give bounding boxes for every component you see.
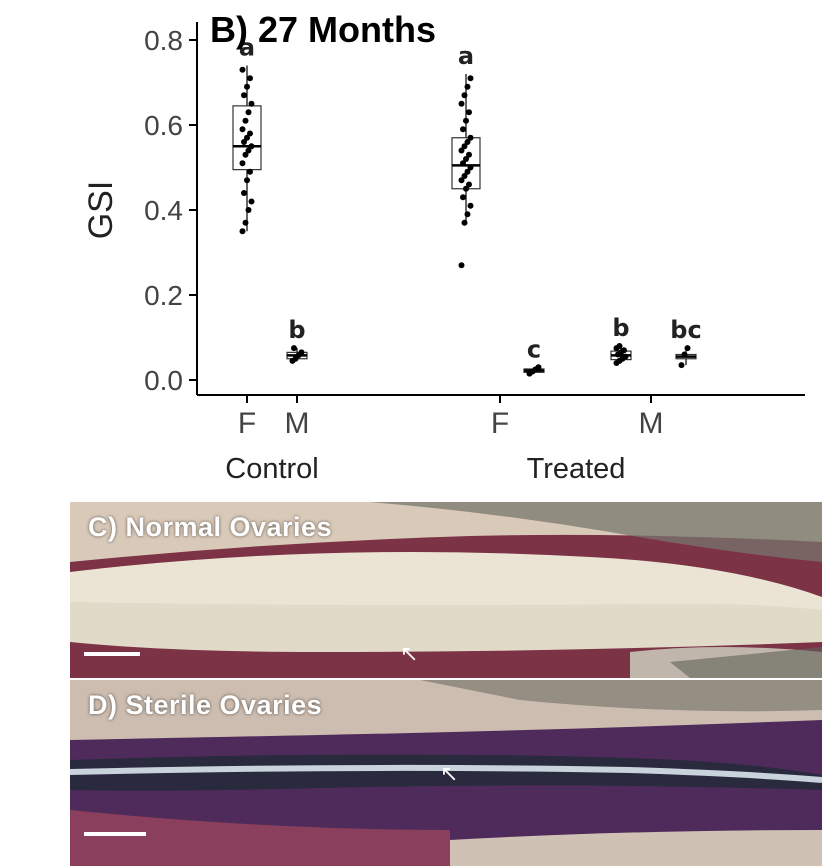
scale-bar [84,832,146,836]
data-point [242,219,249,226]
data-point [245,109,252,116]
data-point [467,164,474,171]
data-point [622,353,629,360]
photo-label: C) Normal Ovaries [88,512,333,542]
data-point [464,211,471,218]
photo-sterile-ovaries: D) Sterile Ovaries ↖ [70,680,822,866]
y-axis-label: GSI [82,181,120,240]
significance-letter: b [612,314,629,342]
data-point [464,139,471,145]
y-tick-label: 0.2 [144,280,183,311]
data-point [466,181,472,188]
data-point [244,134,250,141]
data-point [678,362,685,369]
data-point [245,147,252,154]
data-point [467,75,474,82]
x-tick-label: F [491,407,509,440]
data-point [460,126,466,133]
data-point [458,100,465,107]
arrow-icon: ↖ [400,642,419,667]
data-point [247,75,253,82]
data-point [461,173,468,179]
x-tick-label: M [285,407,310,440]
photo-label: D) Sterile Ovaries [88,690,323,720]
data-point [464,83,471,90]
y-tick-label: 0.0 [144,365,183,396]
data-point [241,139,247,145]
data-point [241,190,247,196]
data-point [466,151,472,158]
data-point [461,92,468,99]
group-label: Control [225,453,319,485]
data-point [242,117,249,124]
data-point [239,66,246,73]
scale-bar [84,652,140,656]
data-point [248,198,255,205]
data-point [621,347,627,354]
data-point [239,228,246,235]
plot-marks: a b a c b bc [232,34,702,377]
data-point [247,168,253,175]
data-point [464,168,471,175]
data-point [239,126,246,133]
data-point [466,109,472,116]
data-point [463,156,469,162]
data-point [461,219,468,226]
data-point [244,177,250,184]
photo-normal-ovaries: C) Normal Ovaries ↖ [70,502,822,678]
data-point [244,83,250,90]
significance-letter: a [239,34,255,62]
data-point [461,143,468,150]
data-point [239,160,246,167]
data-point [467,202,474,209]
group-label: Treated [527,453,626,485]
data-point [291,345,297,352]
data-point [458,147,465,154]
x-tick-label: M [639,407,664,440]
significance-letter: b [288,316,305,344]
data-point [684,345,691,352]
arrow-icon: ↖ [440,762,459,787]
y-tick-label: 0.4 [144,195,183,226]
significance-letter: c [527,335,541,363]
data-point [535,364,542,371]
data-point [460,160,466,167]
data-point [467,134,474,141]
data-point [681,351,688,358]
y-tick-label: 0.8 [144,25,183,56]
data-point [460,194,466,201]
chart-title: B) 27 Months [210,9,436,50]
data-point [248,100,255,107]
data-point [463,117,469,124]
significance-letter: a [458,42,474,70]
data-point [248,143,255,150]
x-tick-label: F [238,407,256,440]
data-point [463,185,469,192]
data-point [245,207,252,213]
data-point [458,262,465,269]
data-point [247,130,253,137]
data-point [241,92,247,99]
y-tick-label: 0.6 [144,110,183,141]
data-point [298,349,305,356]
data-point [616,343,623,349]
data-point [458,177,465,184]
significance-letter: bc [670,316,701,344]
data-point [242,151,249,158]
